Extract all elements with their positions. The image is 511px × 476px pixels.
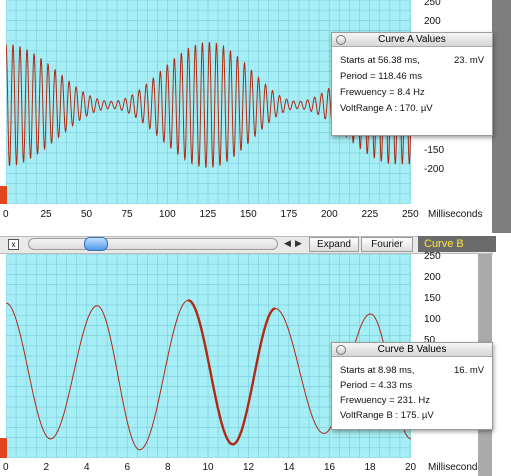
bottom-playhead-marker[interactable] — [0, 438, 7, 458]
curve-b-selected-segment — [187, 299, 276, 446]
x-tick-label: 200 — [321, 209, 338, 220]
y-tick-label: 50 — [424, 335, 436, 346]
x-tick-label: 25 — [40, 209, 52, 220]
x-tick-label: 6 — [124, 462, 131, 473]
scroll-left-icon[interactable]: ◀ — [284, 238, 291, 248]
y-tick-label: 100 — [424, 314, 441, 325]
curve-a-voltrange: VoltRange A : 170. µV — [340, 103, 433, 114]
fourier-button[interactable]: Fourier — [361, 237, 413, 252]
curve-a-panel-titlebar[interactable]: Curve A Values — [332, 33, 492, 47]
curve-b-period: Period = 4.33 ms — [340, 380, 413, 391]
curve-a-starts: Starts at 56.38 ms, — [340, 55, 420, 66]
position-slider-thumb[interactable] — [84, 237, 108, 251]
x-tick-label: 2 — [43, 462, 50, 473]
y-tick-label: 150 — [424, 293, 441, 304]
curve-a-panel-title: Curve A Values — [378, 34, 446, 45]
curve-b-panel-title: Curve B Values — [377, 344, 447, 355]
curve-b-starts-value: 16. mV — [454, 365, 485, 376]
x-tick-label: 150 — [240, 209, 257, 220]
panel-close-icon[interactable] — [336, 345, 346, 355]
panel-close-icon[interactable] — [336, 35, 346, 45]
position-slider-track[interactable] — [28, 238, 278, 250]
y-tick-label: 250 — [424, 251, 441, 262]
scroll-right-icon[interactable]: ▶ — [295, 238, 302, 248]
x-tick-label: 100 — [159, 209, 176, 220]
x-tick-label: 20 — [405, 462, 417, 473]
x-tick-label: 4 — [84, 462, 90, 473]
x-tick-label: 10 — [202, 462, 214, 473]
x-tick-label: 75 — [121, 209, 133, 220]
x-tick-label: 8 — [165, 462, 171, 473]
bottom-chart-svg — [6, 254, 411, 458]
curve-a-frequency: Frewuency = 8.4 Hz — [340, 87, 425, 98]
y-tick-label: 200 — [424, 15, 441, 27]
curve-b-panel-titlebar[interactable]: Curve B Values — [332, 343, 492, 357]
curve-a-period: Period = 118.46 ms — [340, 71, 422, 82]
top-x-unit: Milliseconds — [428, 209, 483, 220]
x-tick-label: 175 — [280, 209, 298, 220]
x-tick-label: 12 — [243, 462, 255, 473]
x-tick-label: 0 — [3, 462, 9, 473]
close-icon[interactable]: x — [8, 239, 19, 250]
curve-b-values-panel: Curve B Values Starts at 8.98 ms, 16. mV… — [331, 342, 493, 430]
x-tick-label: 125 — [199, 209, 217, 220]
x-tick-label: 50 — [81, 209, 93, 220]
x-tick-label: 225 — [361, 209, 379, 220]
curve-b-starts: Starts at 8.98 ms, — [340, 365, 415, 376]
y-tick-label: -150 — [424, 145, 445, 156]
top-right-scrollbar[interactable] — [492, 0, 511, 233]
expand-button[interactable]: Expand — [309, 237, 359, 252]
curve-b-frequency: Frewuency = 231. Hz — [340, 395, 431, 406]
x-tick-label: 18 — [364, 462, 376, 473]
top-playhead-marker[interactable] — [0, 186, 7, 204]
y-tick-label: 250 — [424, 0, 441, 8]
curve-selector[interactable]: Curve B — [418, 236, 496, 252]
curve-a-values-panel: Curve A Values Starts at 56.38 ms, 23. m… — [331, 32, 493, 136]
x-tick-label: 0 — [3, 209, 9, 220]
x-tick-label: 250 — [402, 209, 419, 220]
curve-b-voltrange: VoltRange B : 175. µV — [340, 410, 434, 421]
y-tick-label: 200 — [424, 272, 441, 283]
curve-a-starts-value: 23. mV — [454, 55, 485, 66]
x-tick-label: 14 — [283, 462, 295, 473]
x-tick-label: 16 — [324, 462, 336, 473]
bottom-x-unit: Milliseconds — [428, 462, 483, 473]
y-tick-label: -200 — [424, 163, 445, 175]
